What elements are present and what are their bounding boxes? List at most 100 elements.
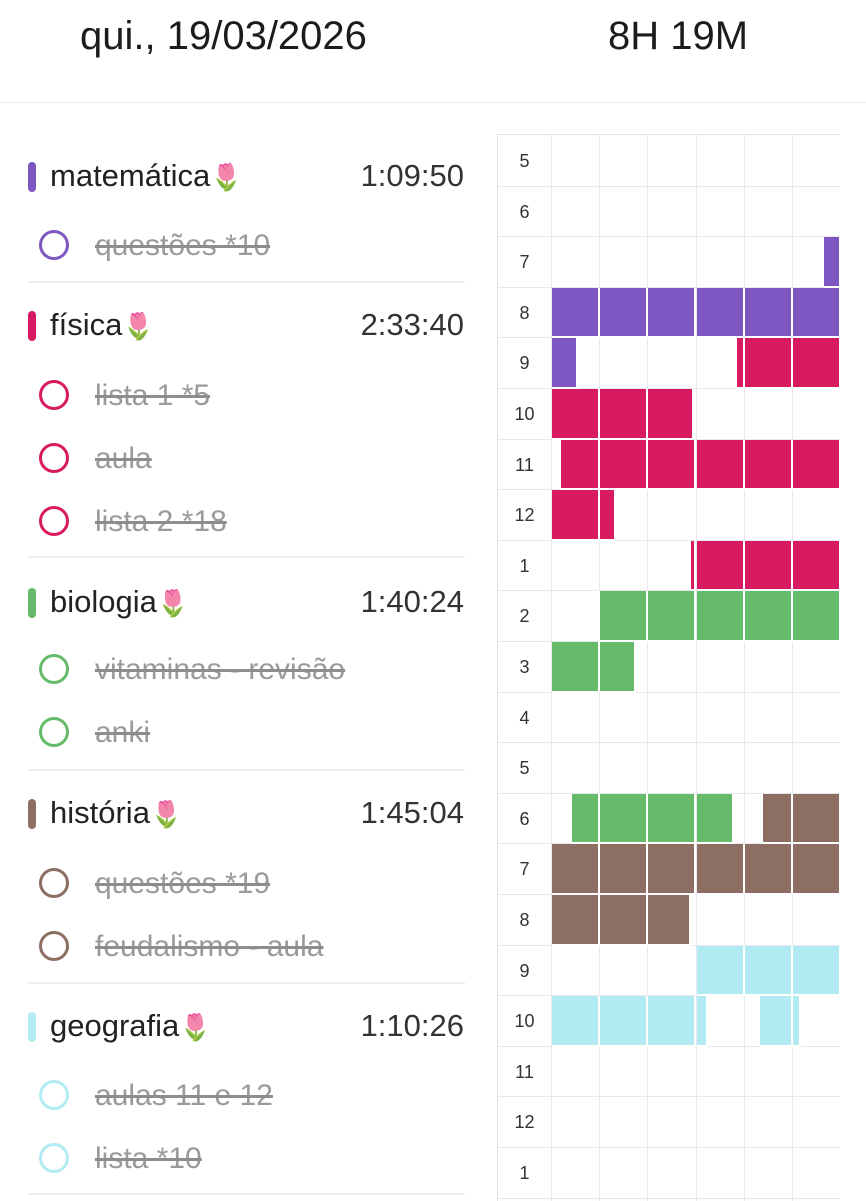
task-checkbox[interactable] [39, 1143, 69, 1173]
study-session-block[interactable] [696, 439, 745, 491]
subject-total-time: 1:10:26 [360, 1008, 464, 1043]
subject-header[interactable]: geografia🌷 1:10:26 [0, 996, 470, 1056]
hour-label: 11 [515, 1061, 534, 1082]
task-item[interactable]: aulas 11 e 12 [0, 1068, 470, 1124]
study-session-block[interactable] [600, 844, 649, 895]
study-session-block[interactable] [598, 591, 601, 642]
task-item[interactable]: questões *19 [0, 856, 470, 912]
study-session-block[interactable] [648, 591, 697, 642]
task-item[interactable]: questões *10 [0, 218, 470, 274]
study-session-block[interactable] [560, 439, 601, 491]
task-label: lista 2 *18 [95, 505, 227, 538]
hour-label: 9 [519, 960, 530, 981]
task-checkbox[interactable] [39, 868, 69, 898]
day-timeline-grid[interactable]: 5 6 7 8 9 10 11 12 1 2 3 4 5 6 7 8 9 10 11 12 1 [497, 134, 840, 1201]
subject-header[interactable]: história🌷 1:45:04 [0, 783, 470, 843]
study-session-block[interactable] [600, 793, 649, 845]
study-session-block[interactable] [600, 439, 649, 491]
task-checkbox[interactable] [39, 443, 69, 473]
study-session-block[interactable] [600, 895, 649, 946]
study-session-block[interactable] [600, 591, 649, 642]
study-session-block[interactable] [648, 287, 697, 339]
task-checkbox[interactable] [39, 380, 69, 410]
subject-total-time: 1:45:04 [360, 795, 464, 830]
grid-column-line [551, 135, 552, 1201]
hour-label: 8 [519, 302, 530, 323]
study-session-block[interactable] [600, 490, 616, 541]
subject-header[interactable]: biologia🌷 1:40:24 [0, 572, 470, 632]
study-session-block[interactable] [552, 996, 601, 1047]
study-session-block[interactable] [552, 338, 578, 389]
study-session-block[interactable] [744, 338, 793, 389]
study-session-block[interactable] [792, 540, 840, 592]
subject-color-bar [28, 311, 36, 341]
study-session-block[interactable] [690, 540, 697, 592]
study-session-block[interactable] [696, 844, 745, 895]
study-session-block[interactable] [600, 642, 636, 693]
task-item[interactable]: lista *10 [0, 1131, 470, 1187]
task-checkbox[interactable] [39, 717, 69, 747]
tulip-icon: 🌷 [156, 588, 190, 618]
task-item[interactable]: vitaminas - revisão [0, 642, 470, 698]
study-session-block[interactable] [762, 793, 793, 845]
study-session-block[interactable] [648, 389, 694, 440]
study-session-block[interactable] [792, 996, 801, 1047]
study-session-block[interactable] [552, 844, 601, 895]
study-session-block[interactable] [696, 540, 745, 592]
study-session-block[interactable] [648, 844, 697, 895]
tulip-icon: 🌷 [210, 162, 243, 192]
study-session-block[interactable] [744, 844, 793, 895]
task-checkbox[interactable] [39, 506, 69, 536]
study-session-block[interactable] [792, 793, 840, 845]
study-session-block[interactable] [823, 237, 840, 288]
task-checkbox[interactable] [39, 654, 69, 684]
study-session-block[interactable] [744, 287, 793, 339]
subject-total-time: 1:40:24 [360, 584, 464, 619]
study-session-block[interactable] [744, 591, 793, 642]
study-session-block[interactable] [792, 844, 840, 895]
task-checkbox[interactable] [39, 1080, 69, 1110]
task-checkbox[interactable] [39, 931, 69, 961]
task-checkbox[interactable] [39, 230, 69, 260]
study-session-block[interactable] [552, 895, 601, 946]
task-item[interactable]: lista 2 *18 [0, 494, 470, 550]
study-session-block[interactable] [792, 439, 840, 491]
study-session-block[interactable] [648, 895, 691, 946]
study-session-block[interactable] [600, 287, 649, 339]
study-session-block[interactable] [760, 996, 793, 1047]
study-session-block[interactable] [552, 287, 601, 339]
study-session-block[interactable] [552, 642, 601, 693]
study-session-block[interactable] [696, 591, 745, 642]
subject-header[interactable]: matemática🌷 1:09:50 [0, 146, 470, 206]
study-session-block[interactable] [696, 996, 709, 1047]
study-session-block[interactable] [744, 439, 793, 491]
study-session-block[interactable] [792, 591, 840, 642]
task-item[interactable]: anki [0, 705, 470, 761]
study-session-block[interactable] [572, 793, 601, 845]
study-session-block[interactable] [696, 793, 735, 845]
task-label: vitaminas - revisão [95, 653, 346, 686]
study-session-block[interactable] [792, 287, 840, 339]
grid-hour-line [498, 742, 840, 744]
study-session-block[interactable] [552, 389, 601, 440]
task-item[interactable]: aula [0, 431, 470, 487]
tulip-icon: 🌷 [122, 311, 155, 341]
subject-header[interactable]: física🌷 2:33:40 [0, 295, 470, 355]
study-session-block[interactable] [696, 945, 745, 997]
study-session-block[interactable] [744, 945, 793, 997]
study-session-block[interactable] [648, 439, 697, 491]
hour-label: 1 [519, 1163, 530, 1183]
study-session-block[interactable] [792, 338, 840, 389]
study-session-block[interactable] [600, 996, 649, 1047]
study-session-block[interactable] [744, 540, 793, 592]
study-session-block[interactable] [736, 338, 745, 389]
study-session-block[interactable] [600, 389, 649, 440]
study-session-block[interactable] [552, 490, 601, 541]
study-session-block[interactable] [648, 996, 697, 1047]
date-label[interactable]: qui., 19/03/2026 [80, 14, 367, 58]
task-item[interactable]: lista 1 *5 [0, 368, 470, 424]
study-session-block[interactable] [648, 793, 697, 845]
study-session-block[interactable] [696, 287, 745, 339]
task-item[interactable]: feudalismo - aula [0, 919, 470, 975]
study-session-block[interactable] [792, 945, 840, 997]
